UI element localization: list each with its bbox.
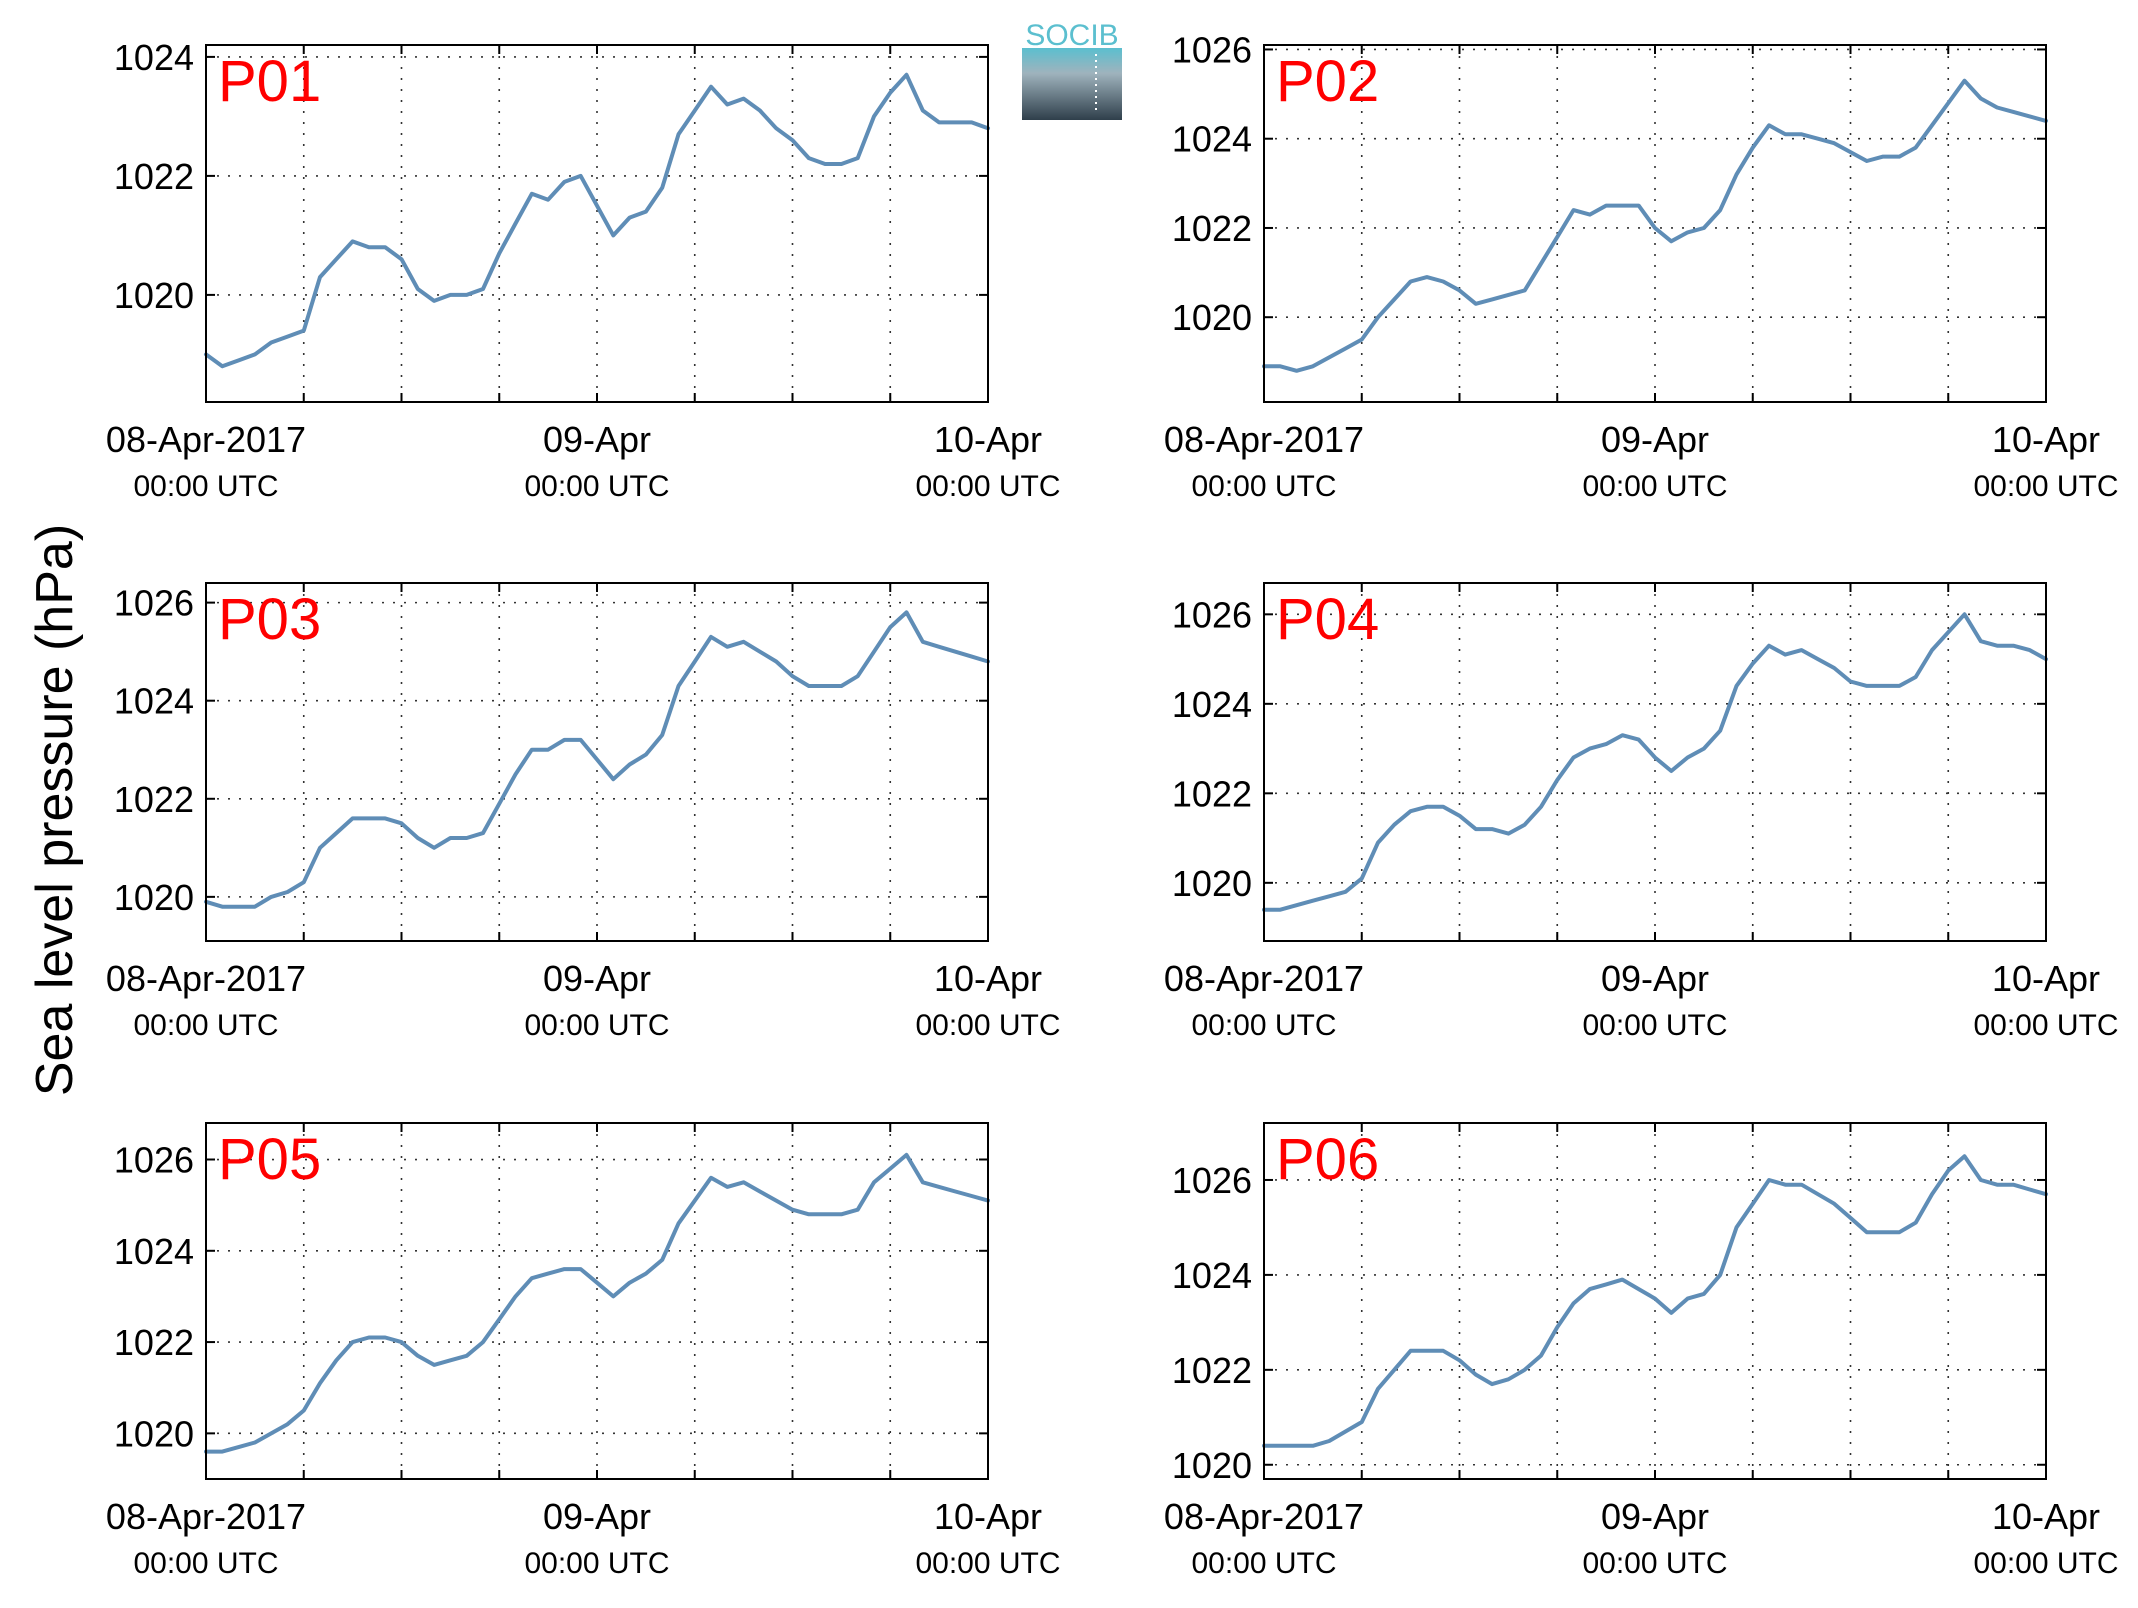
series-line <box>1262 612 2048 912</box>
x-tick-label: 10-Apr <box>934 419 1042 460</box>
series-line <box>204 72 990 369</box>
y-tick-label: 1022 <box>114 1322 194 1363</box>
x-tick-label: 09-Apr <box>543 958 651 999</box>
x-tick-label: 08-Apr-2017 <box>106 1496 306 1537</box>
x-tick-label: 10-Apr <box>1992 958 2100 999</box>
x-tick-sublabel: 00:00 UTC <box>524 1009 669 1042</box>
x-tick-label: 08-Apr-2017 <box>1164 419 1364 460</box>
x-tick-label: 09-Apr <box>1601 958 1709 999</box>
y-tick-label: 1020 <box>1172 1445 1252 1486</box>
y-tick-label: 1024 <box>114 681 194 722</box>
x-tick-label: 10-Apr <box>1992 419 2100 460</box>
panel-title: P05 <box>218 1127 321 1192</box>
x-tick-sublabel: 00:00 UTC <box>1973 1547 2118 1580</box>
x-tick-sublabel: 00:00 UTC <box>1191 1547 1336 1580</box>
panels-layer: 1020 1022 1024 08-Apr-2017 00:00 UTC 09-Apr 00… <box>106 29 2119 1580</box>
x-tick-sublabel: 00:00 UTC <box>1582 1009 1727 1042</box>
grid <box>206 1123 988 1479</box>
x-tick-sublabel: 00:00 UTC <box>133 1009 278 1042</box>
panel-title: P06 <box>1276 1127 1379 1192</box>
y-tick-label: 1020 <box>114 877 194 918</box>
panel-p03: 1020 1022 1024 1026 08-Apr-2017 00:00 UTC 09-A… <box>106 582 1061 1042</box>
y-tick-label: 1024 <box>1172 1255 1252 1296</box>
series-line <box>1262 78 2048 373</box>
x-tick-sublabel: 00:00 UTC <box>1582 1547 1727 1580</box>
y-tick-label: 1026 <box>114 583 194 624</box>
x-tick-label: 10-Apr <box>934 1496 1042 1537</box>
y-tick-label: 1024 <box>114 1231 194 1272</box>
x-tick-label: 10-Apr <box>1992 1496 2100 1537</box>
x-tick-sublabel: 00:00 UTC <box>524 1547 669 1580</box>
y-tick-label: 1020 <box>1172 863 1252 904</box>
grid <box>206 45 988 402</box>
y-tick-label: 1026 <box>114 1140 194 1181</box>
x-tick-sublabel: 00:00 UTC <box>915 1547 1060 1580</box>
series-line <box>204 1152 990 1454</box>
y-tick-label: 1026 <box>1172 1160 1252 1201</box>
x-tick-label: 09-Apr <box>543 1496 651 1537</box>
x-tick-label: 09-Apr <box>1601 1496 1709 1537</box>
y-tick-label: 1026 <box>1172 29 1252 70</box>
series-line <box>204 610 990 909</box>
x-tick-sublabel: 00:00 UTC <box>133 470 278 503</box>
y-tick-label: 1022 <box>1172 773 1252 814</box>
x-tick-sublabel: 00:00 UTC <box>915 470 1060 503</box>
x-tick-sublabel: 00:00 UTC <box>1191 1009 1336 1042</box>
x-tick-sublabel: 00:00 UTC <box>1973 1009 2118 1042</box>
x-tick-label: 10-Apr <box>934 958 1042 999</box>
panel-p01: 1020 1022 1024 08-Apr-2017 00:00 UTC 09-Apr 00… <box>106 37 1061 503</box>
logo-text: SOCIB <box>1025 19 1118 52</box>
panel-p06: 1020 1022 1024 1026 08-Apr-2017 00:00 UTC 09-A… <box>1164 1122 2119 1580</box>
y-tick-label: 1022 <box>114 156 194 197</box>
panel-title: P02 <box>1276 49 1379 114</box>
y-tick-label: 1026 <box>1172 594 1252 635</box>
y-tick-label: 1024 <box>114 37 194 78</box>
x-tick-sublabel: 00:00 UTC <box>1973 470 2118 503</box>
y-tick-label: 1024 <box>1172 684 1252 725</box>
panel-p04: 1020 1022 1024 1026 08-Apr-2017 00:00 UTC 09-A… <box>1164 582 2119 1042</box>
series-line <box>1262 1154 2048 1448</box>
y-tick-label: 1022 <box>1172 1350 1252 1391</box>
x-tick-sublabel: 00:00 UTC <box>524 470 669 503</box>
y-tick-label: 1022 <box>1172 208 1252 249</box>
x-tick-label: 09-Apr <box>1601 419 1709 460</box>
panel-p02: 1020 1022 1024 1026 08-Apr-2017 00:00 UTC 09-A… <box>1164 29 2119 503</box>
y-tick-label: 1020 <box>1172 297 1252 338</box>
panel-p05: 1020 1022 1024 1026 08-Apr-2017 00:00 UTC 09-A… <box>106 1122 1061 1580</box>
panel-title: P01 <box>218 49 321 114</box>
x-tick-label: 08-Apr-2017 <box>106 958 306 999</box>
grid <box>1264 583 2046 941</box>
x-tick-sublabel: 00:00 UTC <box>1191 470 1336 503</box>
x-tick-label: 08-Apr-2017 <box>106 419 306 460</box>
y-tick-label: 1020 <box>114 275 194 316</box>
x-tick-label: 08-Apr-2017 <box>1164 1496 1364 1537</box>
x-tick-sublabel: 00:00 UTC <box>133 1547 278 1580</box>
panel-title: P04 <box>1276 587 1379 652</box>
logo-block <box>1022 48 1122 120</box>
socib-logo: SOCIB <box>1022 19 1122 120</box>
panel-title: P03 <box>218 587 321 652</box>
x-tick-sublabel: 00:00 UTC <box>1582 470 1727 503</box>
y-tick-label: 1024 <box>1172 119 1252 160</box>
y-tick-label: 1020 <box>114 1413 194 1454</box>
grid <box>1264 45 2046 402</box>
x-tick-sublabel: 00:00 UTC <box>915 1009 1060 1042</box>
figure-y-axis-label: Sea level pressure (hPa) <box>26 524 84 1096</box>
y-tick-label: 1022 <box>114 779 194 820</box>
x-tick-label: 09-Apr <box>543 419 651 460</box>
x-tick-label: 08-Apr-2017 <box>1164 958 1364 999</box>
